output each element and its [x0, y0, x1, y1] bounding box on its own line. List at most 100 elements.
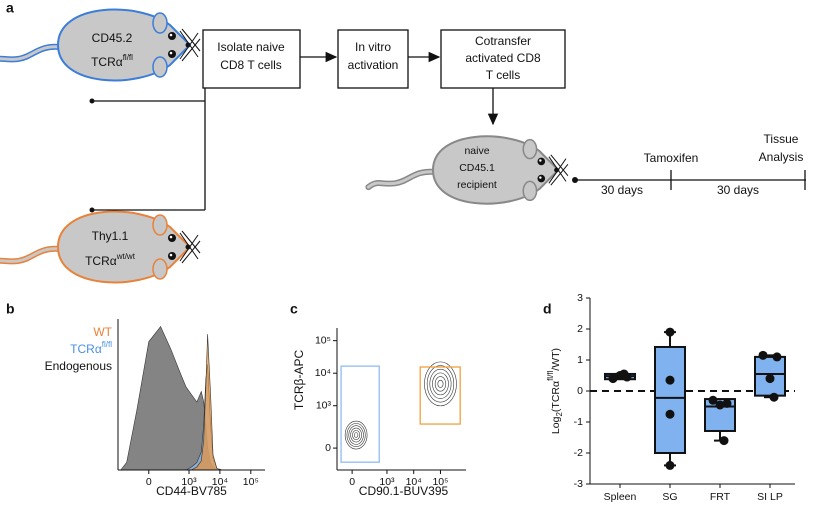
- data-point: [722, 398, 732, 408]
- x-tick-label: Spleen: [604, 491, 637, 503]
- contour: [352, 430, 361, 441]
- x-tick-label: 0: [146, 476, 152, 488]
- panel-label: c: [290, 301, 298, 317]
- y-tick-label: 1: [577, 354, 583, 366]
- y-axis-label: TCRβ-APC: [292, 350, 306, 411]
- y-tick-label: 3: [577, 292, 583, 304]
- x-axis-label: CD44-BV785: [156, 484, 227, 498]
- x-tick-label: FRT: [710, 491, 731, 503]
- mouse-whisker: [181, 230, 201, 254]
- mouse-eye-shine: [169, 51, 173, 55]
- mouse-eye: [168, 252, 176, 260]
- data-point: [758, 350, 768, 360]
- data-point: [608, 374, 618, 384]
- dot: [572, 177, 578, 183]
- x-tick-label: 0: [349, 476, 355, 488]
- gene: TCRα: [85, 254, 117, 268]
- genotype: wt/wt: [116, 252, 136, 261]
- mouse: [0, 210, 201, 284]
- data-point: [715, 400, 725, 410]
- mouse-eye: [168, 50, 176, 58]
- panel-label: d: [543, 301, 552, 317]
- mouse-whisker: [548, 158, 567, 184]
- y-tick-label: -1: [574, 416, 583, 428]
- gate: [340, 365, 380, 463]
- mouse-eye-shine: [539, 159, 542, 162]
- legend-entry: TCRαfl/fl: [70, 340, 112, 356]
- contour: [344, 420, 368, 450]
- step-box: [202, 29, 301, 89]
- event-label: Tamoxifen: [644, 151, 699, 165]
- data-point: [708, 395, 718, 405]
- step-text: Isolate naive: [217, 40, 285, 54]
- y-label-sub: 2: [555, 412, 564, 417]
- mouse-tail: [0, 45, 62, 61]
- data-point: [665, 409, 675, 419]
- mouse-tail: [365, 168, 438, 191]
- event-label: Analysis: [759, 150, 804, 164]
- mouse-label: CD45.2: [92, 31, 133, 45]
- mouse-label: CD45.1: [459, 162, 495, 174]
- y-axis-label: Log2(TCRαfl/fl/WT): [546, 348, 564, 434]
- mouse-ear: [152, 56, 168, 78]
- x-tick-label: 10³: [181, 476, 197, 488]
- legend-entry: WT: [93, 325, 112, 339]
- step-text: activation: [348, 58, 399, 72]
- mouse-whisker: [179, 234, 199, 262]
- mouse-whisker: [181, 28, 201, 52]
- y-label-part: Log: [550, 416, 562, 434]
- legend-name: TCRα: [70, 342, 102, 356]
- panel-label: b: [6, 301, 15, 317]
- mouse-ear: [522, 180, 538, 202]
- y-tick-label: 0: [325, 442, 331, 454]
- contour: [350, 427, 362, 443]
- mouse-eye-shine: [169, 33, 173, 37]
- interval-label: 30 days: [601, 183, 643, 197]
- gate: [419, 366, 461, 425]
- mouse-body: [431, 135, 560, 205]
- contour: [429, 368, 452, 399]
- x-axis-label: CD90.1-BUV395: [359, 484, 449, 498]
- y-tick-label: 0: [577, 385, 583, 397]
- contour: [426, 365, 455, 403]
- dot: [89, 98, 95, 104]
- data-point: [772, 352, 782, 362]
- mouse-whisker: [550, 154, 569, 177]
- mouse-label: recipient: [457, 179, 497, 191]
- x-tick-label: 10⁵: [243, 476, 259, 488]
- x-tick-label: 10³: [379, 476, 395, 488]
- mouse-tail: [0, 247, 62, 263]
- mouse-ear: [522, 138, 538, 160]
- step-text: T cells: [486, 68, 520, 82]
- mouse-whisker: [181, 38, 201, 62]
- legend-entry: Endogenous: [45, 359, 112, 373]
- step-text: In vitro: [355, 40, 391, 54]
- mouse-ear: [152, 258, 168, 280]
- x-tick-label: 10⁵: [432, 476, 448, 488]
- mouse-eye-shine: [169, 253, 173, 257]
- mouse-label: Thy1.1: [92, 229, 129, 243]
- contour: [348, 425, 364, 445]
- mouse-labels: CD45.2 TCRαfl/fl Thy1.1 TCRαwt/wt naive …: [85, 31, 497, 268]
- mouse-whisker: [548, 156, 567, 182]
- x-tick-label: SI LP: [757, 491, 783, 503]
- contour: [437, 379, 444, 388]
- mouse-label: naive: [464, 145, 489, 157]
- mouse-eye: [168, 32, 176, 40]
- data-point: [665, 327, 675, 337]
- mouse-whisker: [181, 240, 201, 264]
- step-text: Cotransfer: [475, 34, 531, 48]
- x-tick-label: 10⁴: [212, 476, 228, 488]
- data-point: [665, 460, 675, 470]
- step-text: activated CD8: [465, 51, 541, 65]
- mouse-whisker: [179, 232, 199, 260]
- mouse-label: TCRαwt/wt: [85, 252, 136, 268]
- mouse-body: [56, 210, 192, 284]
- data-point: [619, 369, 629, 379]
- x-tick-label: 10⁴: [406, 476, 422, 488]
- data-point: [665, 375, 675, 385]
- mouse-whisker: [550, 163, 569, 186]
- y-tick-label: 10⁴: [315, 367, 331, 379]
